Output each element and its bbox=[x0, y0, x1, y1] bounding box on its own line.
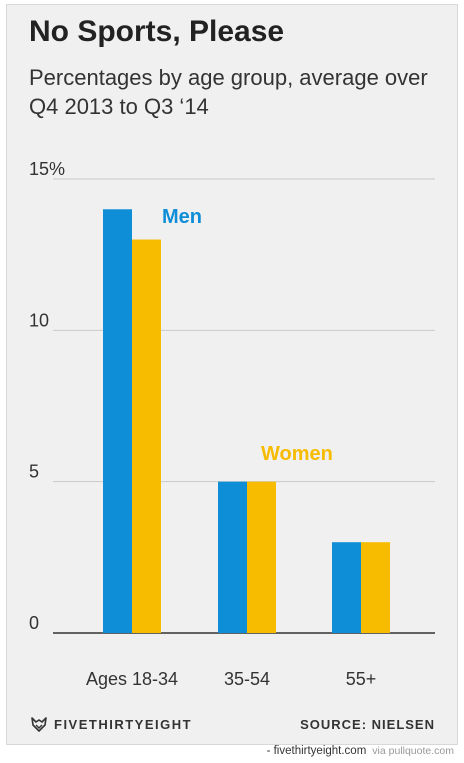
y-tick-label: 0 bbox=[29, 613, 39, 633]
credit-site[interactable]: - fivethirtyeight.com bbox=[266, 745, 367, 757]
bar-men-1 bbox=[103, 209, 132, 633]
credit-line: - fivethirtyeight.com via pullquote.com bbox=[267, 745, 454, 757]
bar-men-3 bbox=[332, 542, 361, 633]
x-tick-label: Ages 18-34 bbox=[86, 669, 178, 689]
bar-chart: 0 5 10 15% Ages 18-34 35-54 55+ Men Women bbox=[29, 159, 435, 689]
y-tick-label: 5 bbox=[29, 462, 39, 482]
bar-women-2 bbox=[247, 481, 276, 633]
source-note: SOURCE: NIELSEN bbox=[300, 717, 435, 732]
chart-card: No Sports, Please Percentages by age gro… bbox=[6, 4, 458, 745]
chart-subtitle: Percentages by age group, average over Q… bbox=[29, 65, 428, 119]
brand-logo: FIVETHIRTYEIGHT bbox=[31, 716, 192, 732]
y-tick-label: 10 bbox=[29, 310, 49, 330]
x-tick-label: 55+ bbox=[346, 669, 377, 689]
series-label-men: Men bbox=[162, 206, 202, 228]
x-tick-label: 35-54 bbox=[224, 669, 270, 689]
brand-name: FIVETHIRTYEIGHT bbox=[54, 716, 193, 732]
bar-men-2 bbox=[218, 481, 247, 633]
bar-women-1 bbox=[132, 239, 161, 634]
chart-title: No Sports, Please bbox=[29, 15, 285, 48]
bar-women-3 bbox=[361, 542, 390, 633]
credit-via[interactable]: via pullquote.com bbox=[372, 745, 454, 757]
y-tick-label: 15% bbox=[29, 159, 65, 179]
series-label-women: Women bbox=[261, 443, 333, 465]
fox-logo-icon bbox=[31, 717, 47, 732]
